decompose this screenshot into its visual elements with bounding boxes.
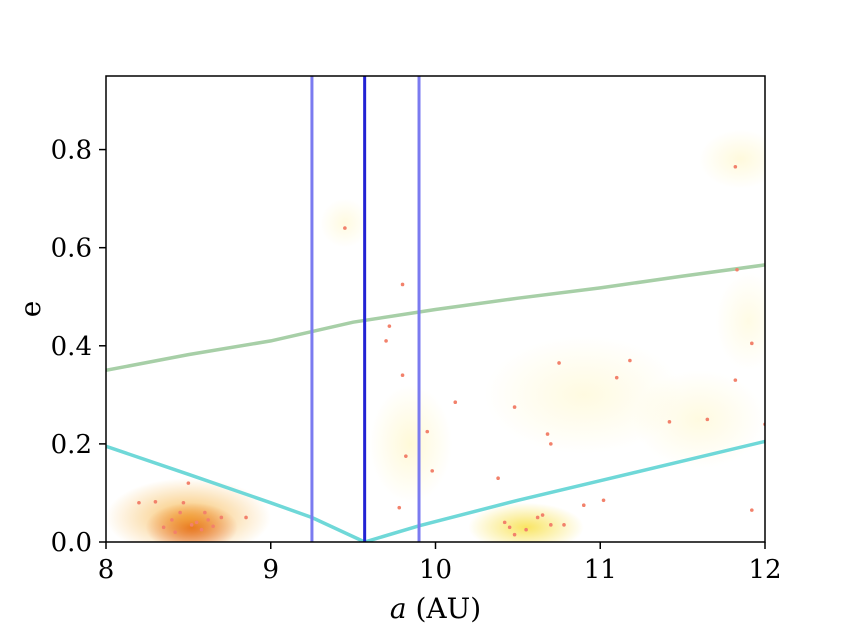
x-tick-label: 12 xyxy=(748,555,781,585)
scatter-point xyxy=(400,282,405,287)
scatter-point xyxy=(496,476,500,481)
x-tick-label: 9 xyxy=(262,555,279,585)
scatter-point xyxy=(549,442,553,446)
scatter-point xyxy=(512,532,517,537)
scatter-point xyxy=(545,432,550,436)
scatter-point xyxy=(404,454,408,458)
scatter-point xyxy=(425,429,430,434)
scatter-point xyxy=(397,505,402,510)
density-cloud xyxy=(699,129,765,189)
density-cloud xyxy=(484,335,683,454)
y-tick-label: 0.8 xyxy=(51,136,92,166)
scatter-point xyxy=(430,469,435,473)
density-cloud xyxy=(106,478,271,542)
scatter-point xyxy=(750,508,754,512)
scatter-point xyxy=(614,375,619,380)
y-tick-label: 0.4 xyxy=(51,332,92,362)
density-cloud xyxy=(633,370,765,469)
scatter-point xyxy=(189,523,194,527)
scatter-point xyxy=(203,510,207,515)
x-tick-label: 10 xyxy=(419,555,452,585)
scatter-point xyxy=(199,527,204,532)
scatter-point xyxy=(219,515,224,520)
vertical-lines xyxy=(310,76,421,542)
x-tick-label: 8 xyxy=(98,555,115,585)
scatter-point xyxy=(178,510,182,515)
scatter-point xyxy=(137,500,141,505)
density-clouds xyxy=(106,129,765,542)
scatter-point xyxy=(557,361,561,365)
scatter-point xyxy=(211,524,215,529)
scatter-point xyxy=(194,520,199,525)
curve-line xyxy=(106,439,765,542)
scatter-point xyxy=(535,515,540,520)
scatter-point xyxy=(173,530,177,534)
scatter-point xyxy=(186,481,191,485)
density-cloud xyxy=(715,272,765,371)
x-axis-label: a (AU) xyxy=(390,592,481,625)
scatter-point xyxy=(549,523,553,527)
scatter-points xyxy=(137,164,765,537)
scatter-point xyxy=(153,499,158,504)
y-tick-label: 0.0 xyxy=(51,528,92,558)
scatter-point xyxy=(512,405,517,409)
scatter-point xyxy=(524,527,528,532)
scatter-point xyxy=(170,518,174,522)
scatter-point xyxy=(628,358,632,363)
scatter-point xyxy=(733,378,738,382)
scatter-point xyxy=(540,513,545,517)
scatter-point xyxy=(400,373,405,378)
scatter-point xyxy=(667,420,672,424)
density-cloud xyxy=(468,502,584,542)
y-axis-label: e xyxy=(14,301,47,318)
scatter-point xyxy=(581,503,586,508)
scatter-point xyxy=(161,525,166,530)
scatter-point xyxy=(562,523,566,527)
scatter-point xyxy=(502,520,507,525)
y-tick-label: 0.6 xyxy=(51,234,92,264)
scatter-point xyxy=(384,339,388,343)
x-tick-label: 11 xyxy=(584,555,617,585)
scatter-point xyxy=(601,498,606,503)
y-axis-ticks: 0.0 0.2 0.4 0.6 0.8 xyxy=(51,136,106,558)
scatter-point xyxy=(733,164,738,169)
scatter-point xyxy=(244,515,248,520)
curve-line xyxy=(106,263,765,373)
scatter-point xyxy=(206,518,210,522)
scatter-point xyxy=(735,267,739,272)
scatter-point xyxy=(343,226,347,230)
x-axis-ticks: 8 9 10 11 12 xyxy=(98,542,782,585)
density-cloud xyxy=(320,198,370,248)
scatter-point xyxy=(387,324,392,328)
scatter-point xyxy=(705,417,710,422)
curves xyxy=(106,263,765,542)
scatter-point xyxy=(750,341,754,346)
scatter-point xyxy=(507,525,512,530)
scatter-point xyxy=(453,400,458,405)
scatter-point xyxy=(181,500,186,505)
density-cloud xyxy=(369,385,452,503)
y-tick-label: 0.2 xyxy=(51,430,92,460)
